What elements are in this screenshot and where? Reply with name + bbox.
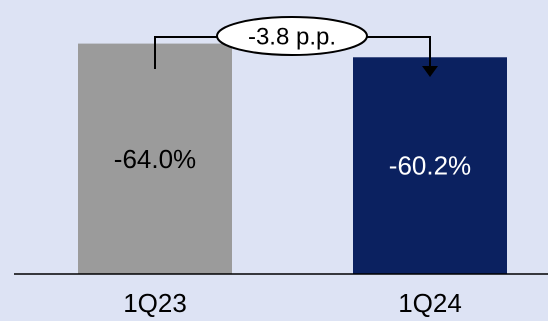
annotation-connector — [154, 36, 431, 69]
category-label-1q23: 1Q23 — [123, 288, 187, 318]
annotation-arrowhead-icon — [422, 66, 438, 77]
bar-1q23 — [78, 43, 232, 274]
bar-value-label-1q24: -60.2% — [389, 151, 471, 181]
category-label-1q24: 1Q24 — [398, 288, 462, 318]
bars-group: -64.0% -60.2% — [78, 43, 507, 274]
bar-1q24 — [353, 57, 507, 274]
annotation-label: -3.8 p.p. — [248, 24, 336, 51]
annotation-bubble — [216, 16, 368, 56]
change-annotation: -3.8 p.p. — [154, 16, 438, 77]
bar-value-label-1q23: -64.0% — [114, 144, 196, 174]
category-labels: 1Q23 1Q24 — [123, 288, 462, 318]
